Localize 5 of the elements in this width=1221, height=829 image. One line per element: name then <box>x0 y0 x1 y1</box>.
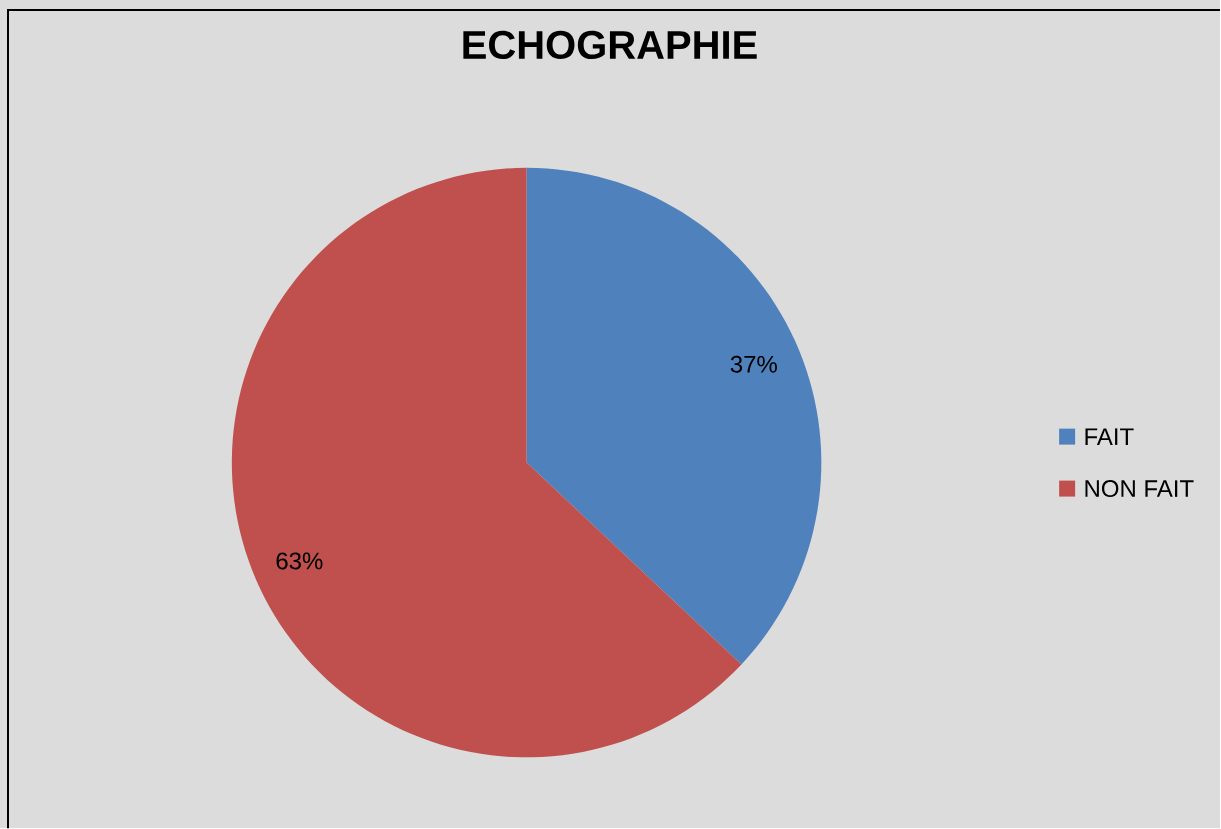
data-label: 63% <box>276 552 323 570</box>
legend-label: FAIT <box>1085 428 1134 445</box>
chart-title: ECHOGRAPHIE <box>463 30 757 59</box>
data-label: 37% <box>730 355 777 373</box>
legend-label: NON FAIT <box>1085 479 1194 497</box>
